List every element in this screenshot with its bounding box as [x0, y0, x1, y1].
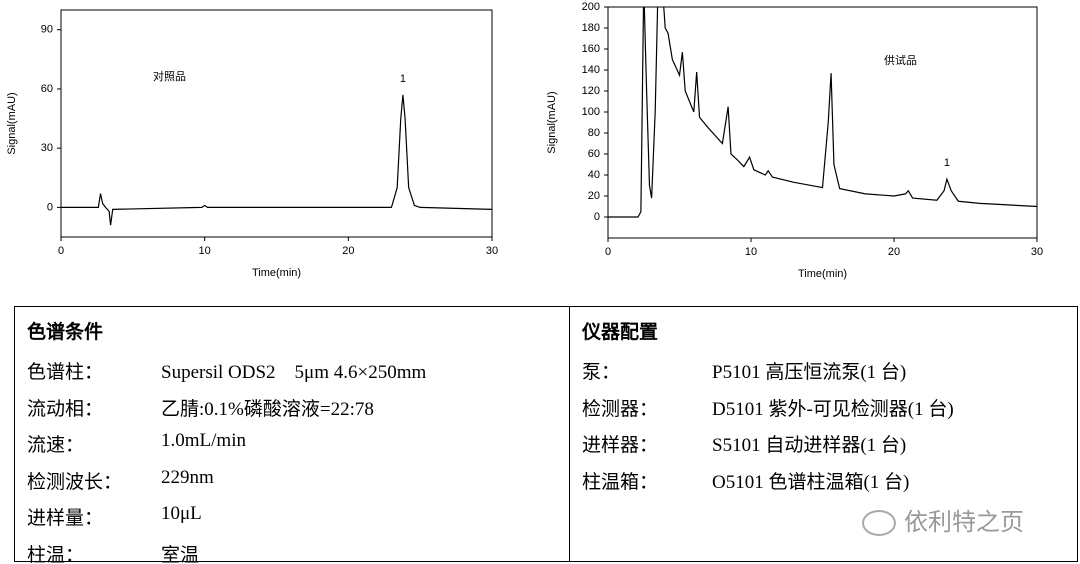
param-value: 室温	[161, 544, 200, 564]
y-tick-label: 180	[582, 22, 600, 34]
watermark: 依利特之页	[862, 502, 1024, 537]
param-value: 229nm	[161, 466, 214, 488]
param-name: 泵：	[582, 362, 621, 383]
annotation: 对照品	[153, 69, 186, 83]
y-tick-label: 0	[594, 211, 600, 223]
signal-line	[61, 94, 492, 226]
wechat-icon	[862, 510, 896, 536]
x-tick-label: 20	[342, 245, 354, 257]
param-name: 进样量：	[27, 508, 104, 529]
param-name: 检测波长：	[27, 471, 123, 493]
x-tick-label: 0	[605, 246, 611, 258]
x-axis-title: Time(min)	[252, 267, 301, 279]
table-left: 色谱条件 色谱柱： Supersil ODS2 5μm 4.6×250mm 流动相：…	[14, 306, 570, 564]
param-value: D5101 紫外-可见检测器(1 台)	[712, 398, 954, 420]
x-tick-label: 10	[199, 245, 211, 257]
signal-line	[608, 7, 1037, 218]
x-tick-label: 10	[745, 246, 757, 258]
table-right: 仪器配置 泵： P5101 高压恒流泵(1 台) 检测器： D5101 紫外-可见检测…	[569, 306, 1078, 562]
peak-label: 1	[400, 73, 406, 85]
y-tick-label: 0	[47, 201, 53, 213]
param-name: 流动相：	[27, 398, 104, 420]
watermark-text: 依利特之页	[904, 508, 1024, 536]
y-tick-label: 20	[588, 190, 600, 202]
peak-label: 1	[944, 157, 950, 169]
y-tick-label: 40	[588, 169, 600, 181]
annotation: 供试品	[884, 53, 917, 67]
table-title: 仪器配置	[582, 322, 659, 343]
y-tick-label: 200	[582, 1, 600, 13]
param-value: P5101 高压恒流泵(1 台)	[712, 362, 907, 383]
param-name: 检测器：	[582, 398, 659, 420]
param-value: O5101 色谱柱温箱(1 台)	[712, 471, 910, 493]
plot-frame	[607, 6, 1038, 239]
y-tick-label: 160	[582, 43, 600, 55]
param-name: 流速：	[27, 435, 85, 456]
y-axis-title: Signal(mAU)	[6, 92, 18, 154]
param-value: Supersil ODS2 5μm 4.6×250mm	[161, 362, 427, 383]
x-tick-label: 0	[58, 245, 64, 257]
y-axis-title: Signal(mAU)	[546, 91, 558, 153]
table-title: 色谱条件	[27, 322, 104, 343]
param-name: 进样器：	[582, 435, 659, 456]
y-tick-label: 90	[41, 24, 53, 36]
y-tick-label: 60	[41, 83, 53, 95]
param-name: 柱温箱：	[582, 471, 659, 493]
plot-frame	[60, 9, 493, 238]
x-tick-label: 20	[888, 246, 900, 258]
y-tick-label: 30	[41, 142, 53, 154]
x-axis-title: Time(min)	[798, 268, 847, 280]
y-tick-label: 100	[582, 106, 600, 118]
y-tick-label: 140	[582, 64, 600, 76]
y-tick-label: 60	[588, 148, 600, 160]
param-value: 乙腈:0.1%磷酸溶液=22:78	[161, 398, 374, 420]
y-tick-label: 120	[582, 85, 600, 97]
param-value: S5101 自动进样器(1 台)	[712, 435, 907, 456]
param-value: 10μL	[161, 503, 202, 524]
param-value: 1.0mL/min	[161, 430, 246, 451]
y-tick-label: 80	[588, 127, 600, 139]
x-tick-label: 30	[486, 245, 498, 257]
param-name: 色谱柱：	[27, 362, 104, 383]
x-tick-label: 30	[1031, 246, 1043, 258]
param-name: 柱温：	[27, 544, 85, 564]
